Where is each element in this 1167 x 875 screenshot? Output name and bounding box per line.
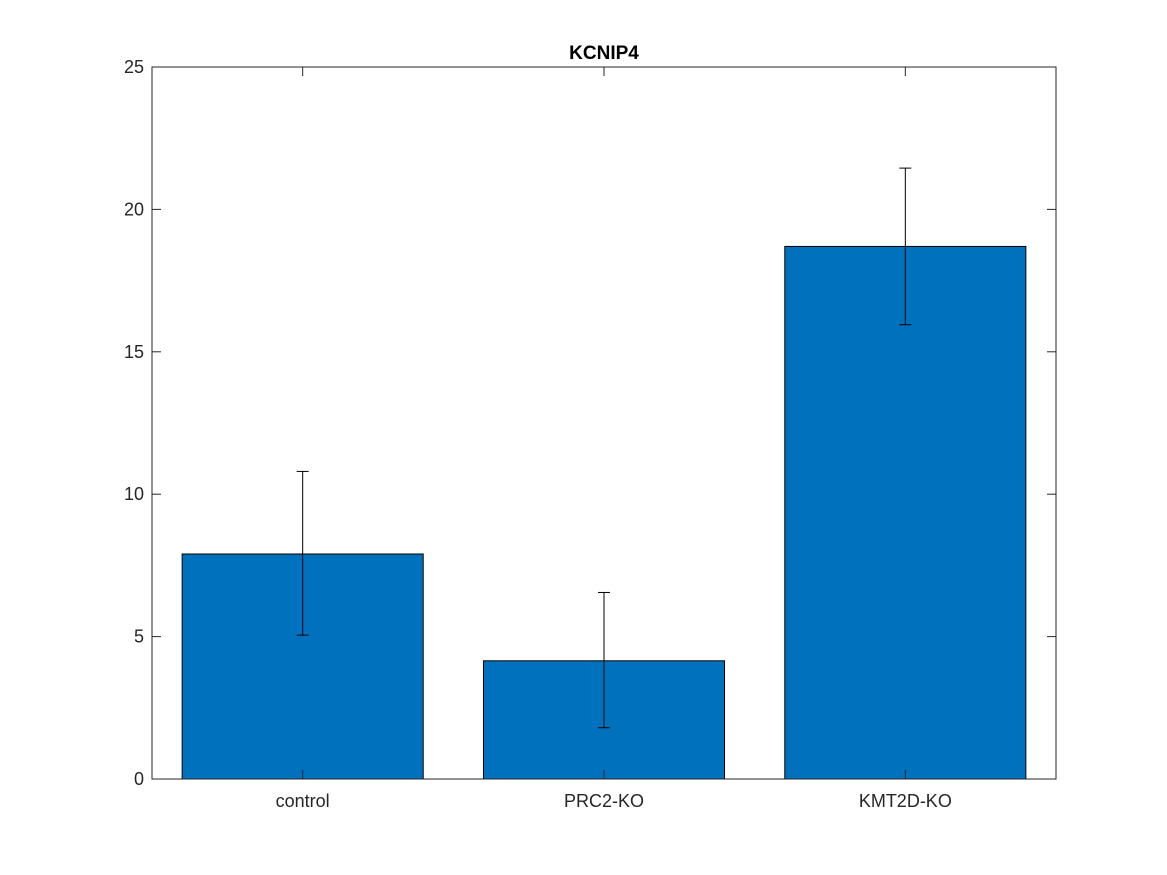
error-bar-kmt2d-ko	[899, 167, 912, 326]
x-tick-label: control	[276, 791, 330, 811]
y-tick-label: 5	[134, 627, 144, 647]
y-tick-label: 20	[124, 199, 144, 219]
x-tick-label: KMT2D-KO	[859, 791, 952, 811]
y-tick-label: 0	[134, 769, 144, 789]
y-tick-label: 10	[124, 484, 144, 504]
y-tick-label: 25	[124, 57, 144, 77]
chart-title: KCNIP4	[569, 43, 639, 64]
error-bars-layer	[296, 167, 912, 729]
error-bar-prc2-ko	[598, 591, 610, 729]
bar-kmt2d-ko	[784, 245, 1027, 780]
x-tick-label: PRC2-KO	[564, 791, 644, 811]
y-tick-label: 15	[124, 342, 144, 362]
error-bar-control	[296, 470, 309, 636]
axis-ticks-layer: control PRC2-KO KMT2D-KO 0 5 10 15 20 25	[124, 57, 1056, 811]
